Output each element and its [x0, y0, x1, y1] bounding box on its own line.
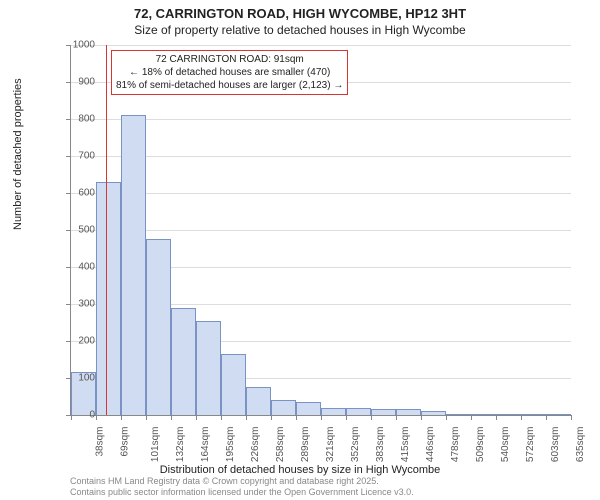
y-tick-label: 500: [55, 225, 95, 236]
x-tick-mark: [496, 415, 497, 420]
x-tick-label: 38sqm: [95, 427, 106, 457]
annotation-line: 72 CARRINGTON ROAD: 91sqm: [116, 53, 343, 66]
histogram-bar: [471, 414, 496, 415]
y-tick-label: 800: [55, 114, 95, 125]
x-tick-label: 226sqm: [250, 427, 261, 463]
gridline: [71, 119, 571, 120]
x-tick-label: 509sqm: [475, 427, 486, 463]
histogram-bar: [421, 411, 446, 415]
histogram-bar: [246, 387, 271, 415]
y-tick-label: 0: [55, 410, 95, 421]
x-tick-label: 195sqm: [225, 427, 236, 463]
histogram-bar: [196, 321, 221, 415]
x-tick-mark: [346, 415, 347, 420]
y-tick-label: 900: [55, 77, 95, 88]
annotation-line: ← 18% of detached houses are smaller (47…: [116, 66, 343, 79]
plot-area: 72 CARRINGTON ROAD: 91sqm← 18% of detach…: [70, 45, 571, 416]
x-axis-label: Distribution of detached houses by size …: [0, 464, 600, 476]
x-tick-mark: [271, 415, 272, 420]
x-tick-label: 446sqm: [425, 427, 436, 463]
histogram-bar: [396, 409, 421, 415]
histogram-bar: [546, 414, 571, 415]
histogram-bar: [321, 408, 346, 415]
x-tick-label: 289sqm: [300, 427, 311, 463]
x-tick-label: 352sqm: [350, 427, 361, 463]
histogram-bar: [121, 115, 146, 415]
gridline: [71, 45, 571, 46]
x-tick-mark: [321, 415, 322, 420]
x-tick-label: 383sqm: [375, 427, 386, 463]
x-tick-mark: [171, 415, 172, 420]
x-tick-mark: [371, 415, 372, 420]
x-tick-label: 132sqm: [175, 427, 186, 463]
x-tick-mark: [446, 415, 447, 420]
histogram-bar: [96, 182, 121, 415]
histogram-bar: [346, 408, 371, 415]
x-tick-mark: [221, 415, 222, 420]
x-tick-mark: [571, 415, 572, 420]
x-tick-mark: [396, 415, 397, 420]
x-tick-label: 540sqm: [500, 427, 511, 463]
y-axis-label: Number of detached properties: [12, 78, 24, 230]
chart-title-main: 72, CARRINGTON ROAD, HIGH WYCOMBE, HP12 …: [0, 0, 600, 21]
credits: Contains HM Land Registry data © Crown c…: [70, 476, 414, 498]
x-tick-mark: [96, 415, 97, 420]
y-tick-label: 700: [55, 151, 95, 162]
y-tick-label: 100: [55, 373, 95, 384]
gridline: [71, 156, 571, 157]
credits-line-2: Contains public sector information licen…: [70, 487, 414, 498]
annotation-line: 81% of semi-detached houses are larger (…: [116, 79, 343, 92]
x-tick-label: 572sqm: [525, 427, 536, 463]
x-tick-mark: [246, 415, 247, 420]
histogram-bar: [446, 414, 471, 415]
histogram-bar: [496, 414, 521, 415]
histogram-bar: [371, 409, 396, 415]
annotation-box: 72 CARRINGTON ROAD: 91sqm← 18% of detach…: [111, 50, 348, 95]
histogram-bar: [221, 354, 246, 415]
x-tick-label: 415sqm: [400, 427, 411, 463]
x-tick-mark: [296, 415, 297, 420]
x-tick-label: 164sqm: [200, 427, 211, 463]
chart-title-sub: Size of property relative to detached ho…: [0, 21, 600, 41]
x-tick-label: 321sqm: [325, 427, 336, 463]
histogram-bar: [271, 400, 296, 415]
x-tick-label: 101sqm: [150, 427, 161, 463]
y-tick-label: 300: [55, 299, 95, 310]
credits-line-1: Contains HM Land Registry data © Crown c…: [70, 476, 414, 487]
gridline: [71, 193, 571, 194]
x-tick-label: 258sqm: [275, 427, 286, 463]
y-tick-label: 600: [55, 188, 95, 199]
marker-line: [106, 45, 107, 415]
y-tick-label: 200: [55, 336, 95, 347]
y-tick-label: 1000: [55, 40, 95, 51]
histogram-bar: [171, 308, 196, 415]
x-tick-mark: [521, 415, 522, 420]
histogram-bar: [296, 402, 321, 415]
x-tick-label: 69sqm: [120, 427, 131, 457]
x-tick-mark: [196, 415, 197, 420]
x-tick-mark: [546, 415, 547, 420]
x-tick-mark: [121, 415, 122, 420]
x-tick-label: 635sqm: [575, 427, 586, 463]
histogram-bar: [521, 414, 546, 415]
histogram-bar: [146, 239, 171, 415]
chart-container: 72, CARRINGTON ROAD, HIGH WYCOMBE, HP12 …: [0, 0, 600, 500]
x-tick-mark: [471, 415, 472, 420]
x-tick-label: 478sqm: [450, 427, 461, 463]
x-tick-mark: [146, 415, 147, 420]
gridline: [71, 230, 571, 231]
x-tick-mark: [421, 415, 422, 420]
y-tick-label: 400: [55, 262, 95, 273]
x-tick-label: 603sqm: [550, 427, 561, 463]
